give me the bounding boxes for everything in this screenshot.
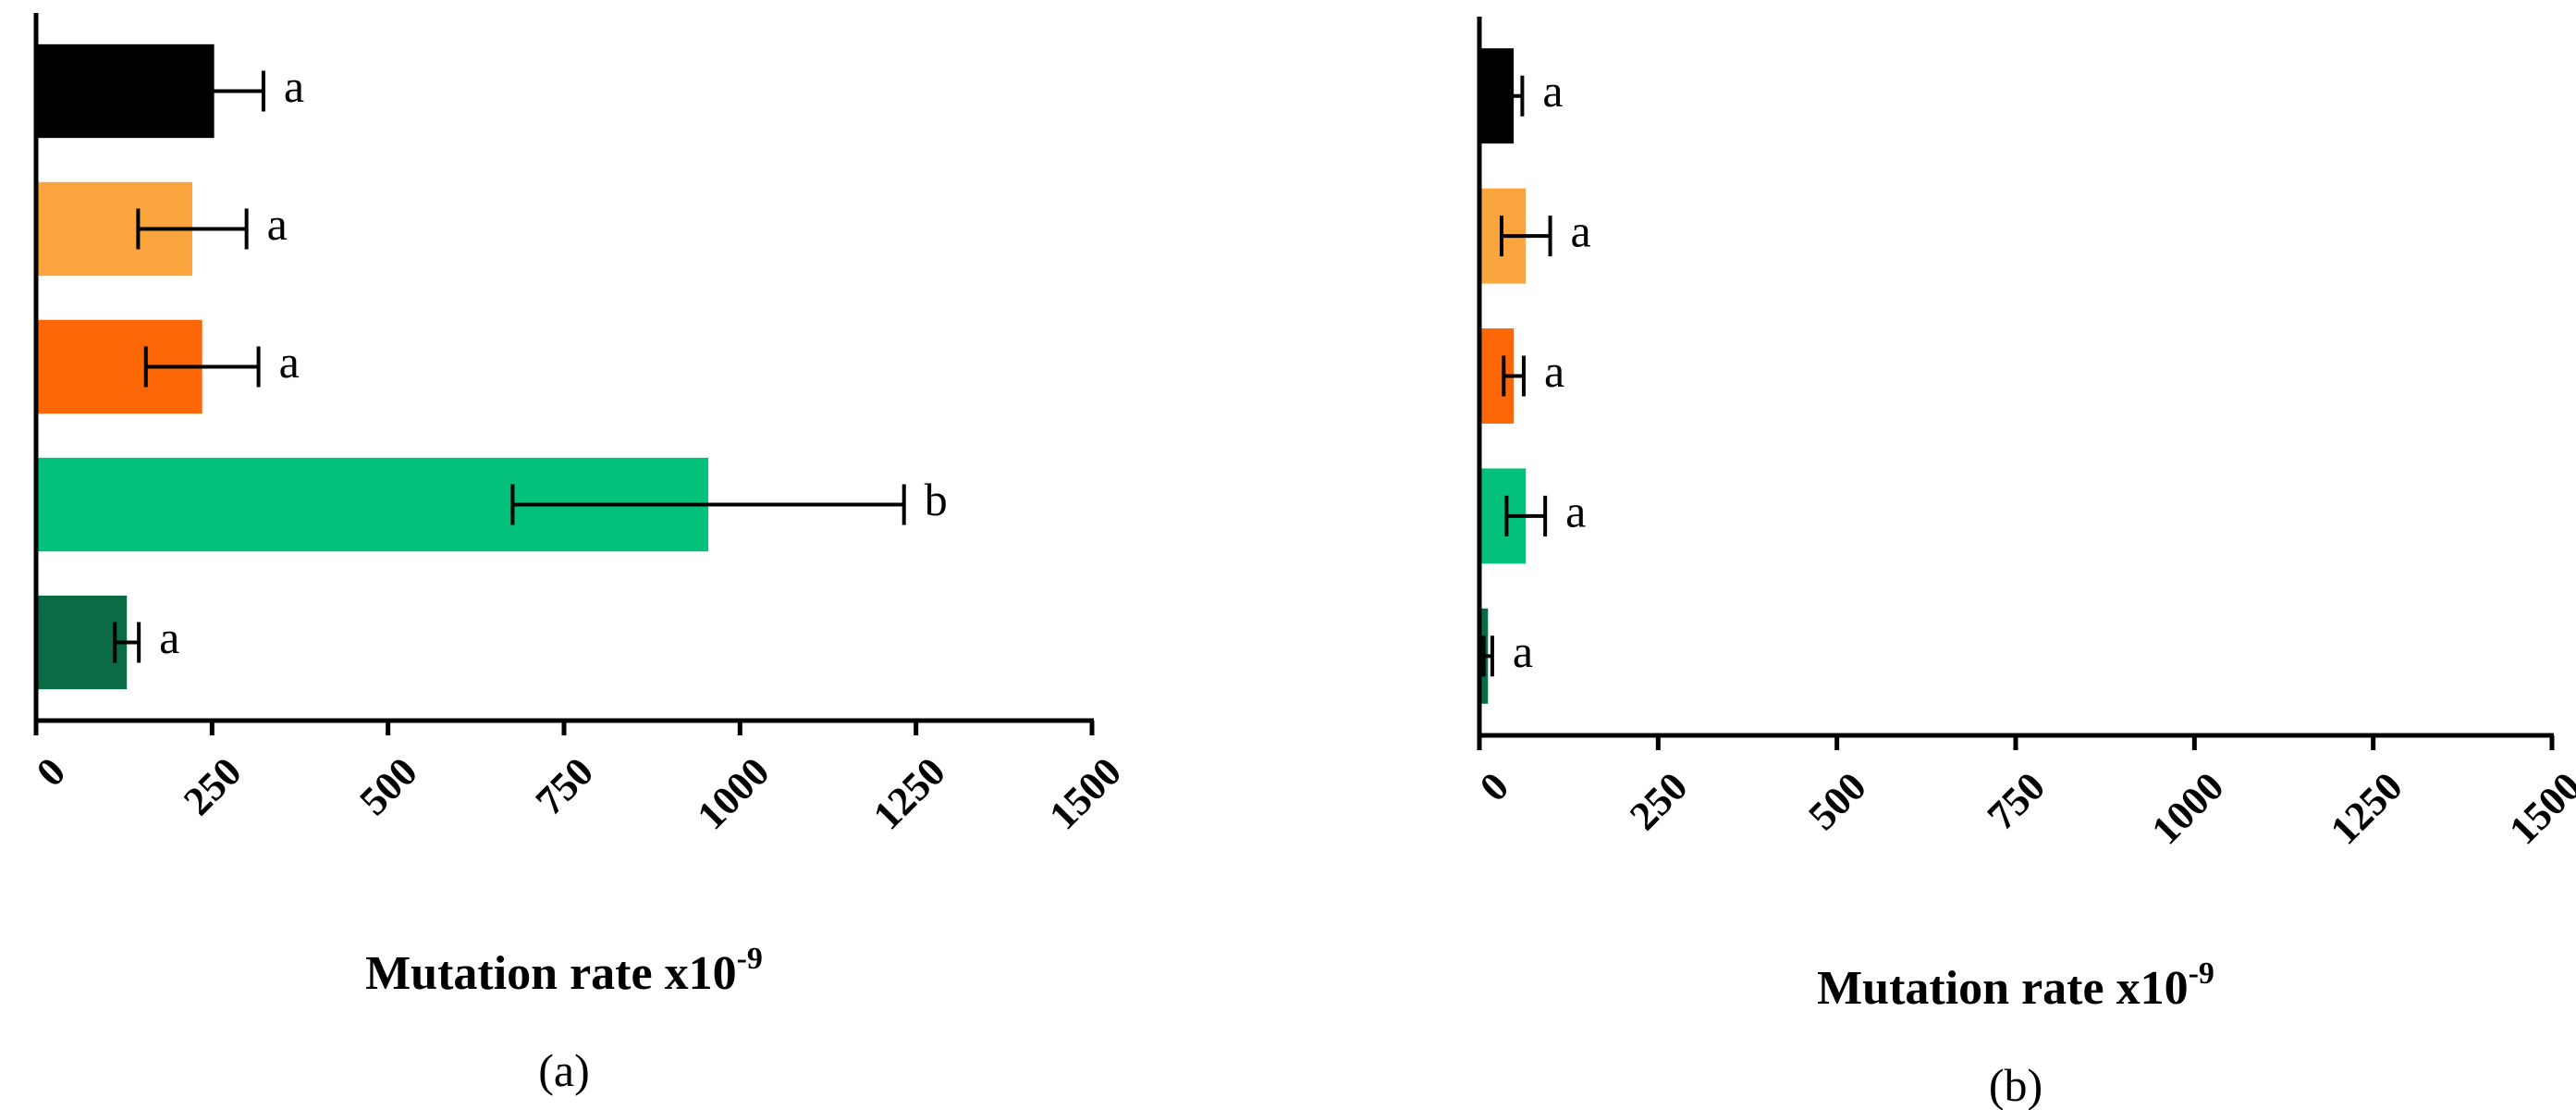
bar: [36, 595, 128, 690]
significance-letter: a: [1513, 625, 1533, 677]
significance-letter: b: [925, 474, 948, 525]
chart-panel: a a a b a 0 250 500 750 1000 1250 1500 Mutation rate…: [28, 13, 1130, 1096]
panel-label: (b): [1989, 1059, 2042, 1110]
significance-letter: a: [1571, 205, 1591, 257]
x-tick-label: 1500: [1040, 748, 1130, 838]
significance-letter: a: [1542, 65, 1563, 117]
x-tick-label: 500: [350, 748, 425, 823]
significance-letter: a: [284, 60, 304, 112]
x-axis-label-exponent: -9: [737, 942, 763, 976]
x-axis-label-text: Mutation rate x10: [365, 947, 736, 1000]
x-tick-label: 1250: [865, 748, 954, 838]
x-tick-label: 1500: [2500, 763, 2576, 853]
x-axis-label-text: Mutation rate x10: [1817, 962, 2188, 1015]
x-tick-label: 250: [175, 748, 250, 823]
x-tick-label: 750: [527, 748, 602, 823]
x-tick-label: 1000: [689, 748, 779, 838]
x-tick-label: 750: [1979, 763, 2054, 838]
x-tick-label: 0: [1471, 763, 1517, 809]
significance-letter: a: [159, 611, 179, 663]
x-tick-label: 250: [1621, 763, 1696, 838]
x-axis-label-exponent: -9: [2189, 956, 2214, 991]
significance-letter: a: [1544, 345, 1564, 397]
x-tick-label: 1000: [2143, 763, 2233, 853]
x-axis-label: Mutation rate x10-9: [365, 942, 763, 1000]
x-tick-label: 500: [1799, 763, 1874, 838]
significance-letter: a: [267, 198, 288, 250]
x-axis-label: Mutation rate x10-9: [1817, 956, 2214, 1015]
significance-letter: a: [1565, 485, 1586, 536]
x-tick-label: 0: [28, 748, 74, 795]
x-tick-label: 1250: [2322, 763, 2411, 853]
chart-panel: a a a a a 0 250 500 750 1000 1250 1500 Mutation rate…: [1471, 17, 2576, 1110]
significance-letter: a: [279, 336, 300, 388]
panel-label: (a): [538, 1044, 590, 1096]
